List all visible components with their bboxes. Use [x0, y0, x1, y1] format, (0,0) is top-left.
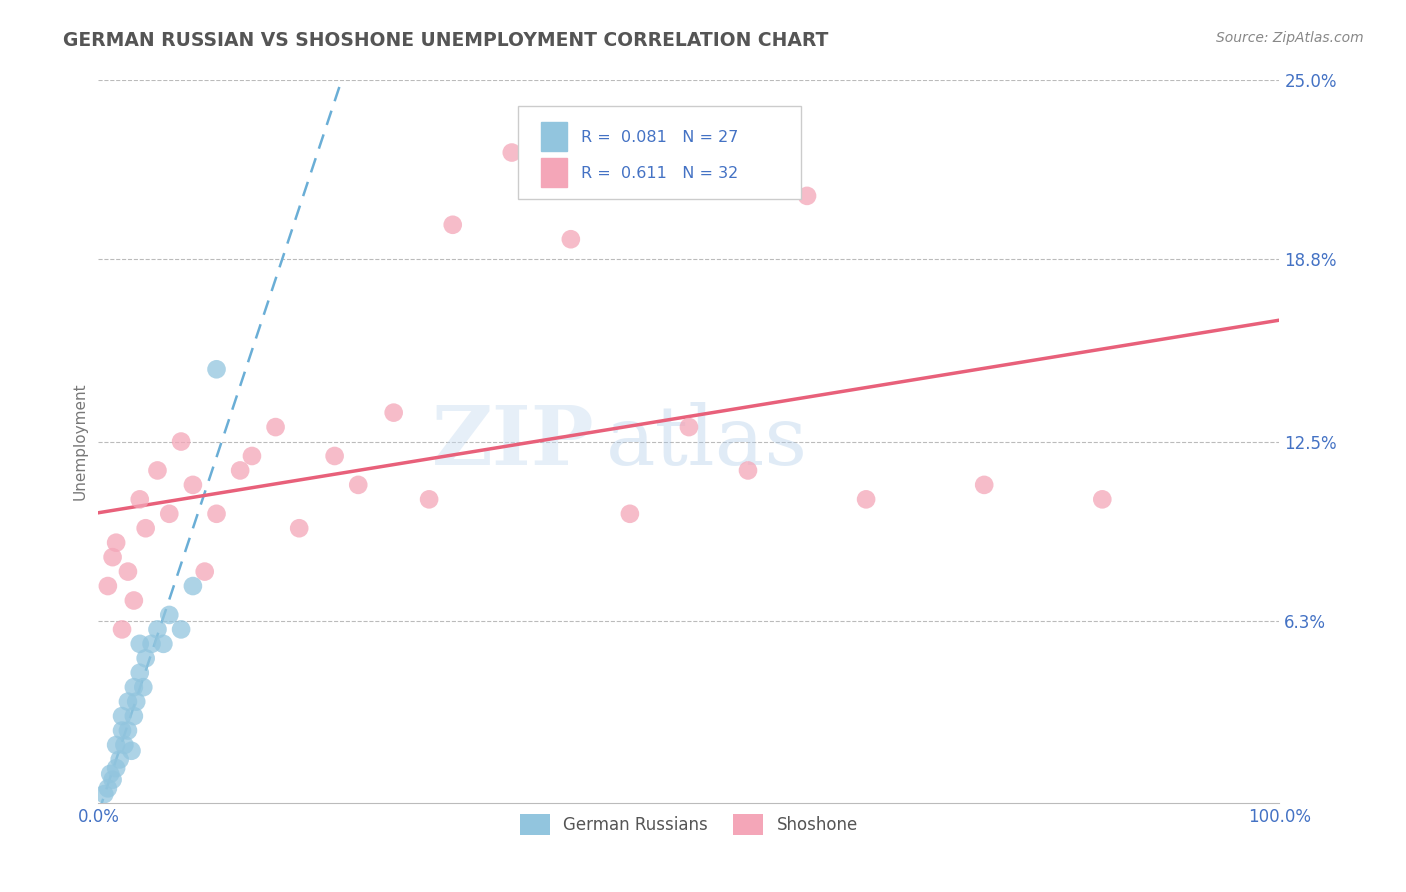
- Point: [105, 738, 128, 752]
- Point: [170, 623, 193, 637]
- Point: [132, 680, 155, 694]
- Point: [181, 579, 204, 593]
- Point: [501, 145, 523, 160]
- Point: [117, 723, 139, 738]
- Point: [117, 695, 139, 709]
- Point: [855, 492, 877, 507]
- Point: [1091, 492, 1114, 507]
- Point: [157, 607, 180, 622]
- Point: [105, 761, 128, 775]
- Point: [101, 550, 124, 565]
- Point: [229, 463, 252, 477]
- Text: atlas: atlas: [606, 401, 808, 482]
- Point: [122, 680, 145, 694]
- FancyBboxPatch shape: [517, 105, 801, 200]
- Point: [128, 492, 150, 507]
- Point: [117, 565, 139, 579]
- Point: [93, 787, 115, 801]
- Point: [619, 507, 641, 521]
- Text: Source: ZipAtlas.com: Source: ZipAtlas.com: [1216, 31, 1364, 45]
- Point: [973, 478, 995, 492]
- Point: [122, 593, 145, 607]
- FancyBboxPatch shape: [541, 158, 567, 187]
- Point: [441, 218, 464, 232]
- Point: [122, 709, 145, 723]
- Point: [146, 463, 169, 477]
- Point: [128, 665, 150, 680]
- Point: [111, 709, 134, 723]
- Point: [288, 521, 311, 535]
- Point: [108, 752, 131, 766]
- Point: [194, 565, 217, 579]
- Point: [205, 507, 228, 521]
- Text: ZIP: ZIP: [432, 401, 595, 482]
- Point: [382, 406, 405, 420]
- Point: [170, 434, 193, 449]
- Point: [128, 637, 150, 651]
- Point: [347, 478, 370, 492]
- Point: [146, 623, 169, 637]
- Point: [141, 637, 163, 651]
- Point: [323, 449, 346, 463]
- Point: [418, 492, 440, 507]
- Point: [796, 189, 818, 203]
- Point: [678, 420, 700, 434]
- Point: [125, 695, 148, 709]
- Point: [157, 507, 180, 521]
- Text: GERMAN RUSSIAN VS SHOSHONE UNEMPLOYMENT CORRELATION CHART: GERMAN RUSSIAN VS SHOSHONE UNEMPLOYMENT …: [63, 31, 828, 50]
- Point: [135, 521, 157, 535]
- FancyBboxPatch shape: [541, 122, 567, 152]
- Point: [111, 623, 134, 637]
- Point: [135, 651, 157, 665]
- Point: [205, 362, 228, 376]
- Y-axis label: Unemployment: Unemployment: [72, 383, 87, 500]
- Point: [181, 478, 204, 492]
- Point: [97, 579, 120, 593]
- Point: [737, 463, 759, 477]
- Point: [105, 535, 128, 549]
- Text: R =  0.081   N = 27: R = 0.081 N = 27: [582, 130, 738, 145]
- Point: [97, 781, 120, 796]
- Point: [264, 420, 287, 434]
- Text: R =  0.611   N = 32: R = 0.611 N = 32: [582, 166, 738, 181]
- Point: [152, 637, 174, 651]
- Point: [112, 738, 135, 752]
- Point: [240, 449, 263, 463]
- Point: [101, 772, 124, 787]
- Point: [560, 232, 582, 246]
- Point: [111, 723, 134, 738]
- Point: [98, 767, 121, 781]
- Legend: German Russians, Shoshone: German Russians, Shoshone: [513, 808, 865, 841]
- Point: [121, 744, 143, 758]
